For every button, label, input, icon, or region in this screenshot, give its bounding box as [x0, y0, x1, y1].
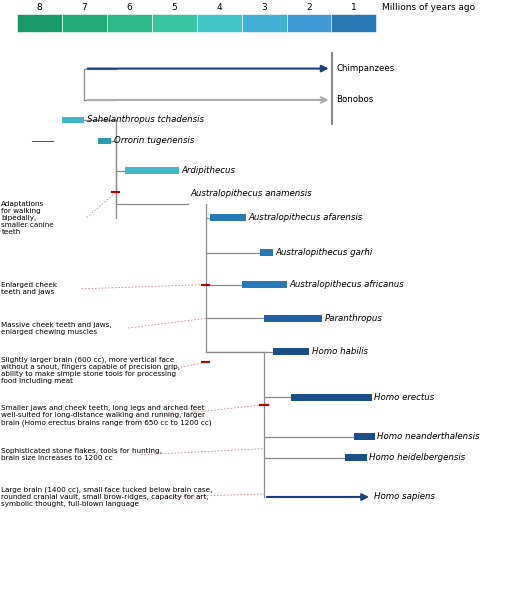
- Bar: [345, 454, 368, 461]
- Text: Homo erectus: Homo erectus: [374, 393, 435, 402]
- Text: Bonobos: Bonobos: [336, 95, 374, 104]
- Text: Orrorin tugenensis: Orrorin tugenensis: [114, 137, 194, 145]
- Text: 6: 6: [126, 3, 132, 12]
- Bar: [125, 167, 179, 174]
- Bar: [62, 14, 107, 32]
- Text: Sahelanthropus tchadensis: Sahelanthropus tchadensis: [87, 115, 204, 124]
- Text: Homo habilis: Homo habilis: [311, 347, 368, 356]
- Bar: [107, 14, 152, 32]
- Text: Australopithecus afarensis: Australopithecus afarensis: [249, 213, 363, 222]
- Text: Homo neanderthalensis: Homo neanderthalensis: [376, 432, 479, 441]
- Bar: [354, 433, 375, 440]
- Text: 2: 2: [306, 3, 312, 12]
- Text: 8: 8: [36, 3, 42, 12]
- Text: Paranthropus: Paranthropus: [325, 314, 383, 323]
- Bar: [287, 14, 331, 32]
- Bar: [331, 52, 332, 124]
- Bar: [152, 14, 197, 32]
- Text: Adaptations
for walking
bipedally,
smaller canine
teeth: Adaptations for walking bipedally, small…: [2, 201, 54, 235]
- Text: 7: 7: [82, 3, 87, 12]
- Text: Large brain (1400 cc), small face tucked below brain case,
rounded cranial vault: Large brain (1400 cc), small face tucked…: [2, 487, 213, 508]
- Bar: [62, 117, 84, 123]
- Bar: [242, 14, 287, 32]
- Bar: [264, 315, 322, 321]
- Bar: [242, 281, 287, 288]
- Text: 1: 1: [351, 3, 357, 12]
- Bar: [273, 348, 309, 355]
- Text: Australopithecus africanus: Australopithecus africanus: [289, 280, 404, 289]
- Text: Massive cheek teeth and jaws,
enlarged chewing muscles: Massive cheek teeth and jaws, enlarged c…: [2, 321, 112, 334]
- Bar: [259, 249, 273, 256]
- Bar: [331, 14, 376, 32]
- Text: Smaller jaws and cheek teeth, long legs and arched feet
well-suited for long-dis: Smaller jaws and cheek teeth, long legs …: [2, 405, 212, 426]
- Text: Ardipithecus: Ardipithecus: [181, 166, 235, 175]
- Text: Slightly larger brain (600 cc), more vertical face
without a snout, fingers capa: Slightly larger brain (600 cc), more ver…: [2, 356, 180, 384]
- Text: Sophisticated stone flakes, tools for hunting,
brain size increases to 1200 cc: Sophisticated stone flakes, tools for hu…: [2, 448, 162, 461]
- Text: Australopithecus anamensis: Australopithecus anamensis: [190, 189, 312, 198]
- Text: 5: 5: [171, 3, 177, 12]
- Bar: [197, 14, 242, 32]
- Text: Homo sapiens: Homo sapiens: [374, 492, 435, 501]
- Text: Chimpanzees: Chimpanzees: [336, 64, 395, 73]
- Text: Homo heidelbergensis: Homo heidelbergensis: [369, 453, 465, 462]
- Bar: [98, 138, 111, 145]
- Bar: [17, 14, 62, 32]
- Bar: [291, 394, 372, 401]
- Text: Australopithecus garhi: Australopithecus garhi: [276, 248, 373, 257]
- Text: Enlarged cheek
teeth and jaws: Enlarged cheek teeth and jaws: [2, 282, 58, 295]
- Text: 3: 3: [261, 3, 267, 12]
- Bar: [210, 214, 246, 221]
- Text: 4: 4: [216, 3, 222, 12]
- Text: Millions of years ago: Millions of years ago: [382, 3, 475, 12]
